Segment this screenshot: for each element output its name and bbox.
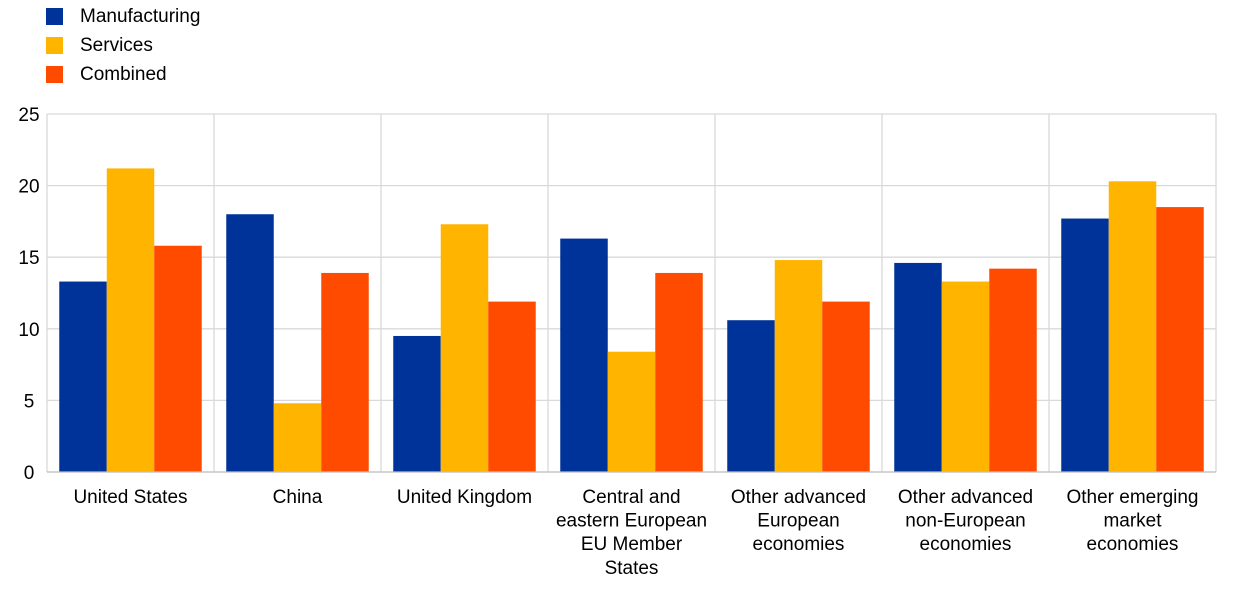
bar-services-5	[941, 281, 990, 472]
legend-label-services: Services	[80, 34, 153, 56]
y-tick-label: 10	[18, 320, 39, 341]
x-category-label-line: European	[757, 511, 839, 532]
legend-label-combined: Combined	[80, 63, 167, 85]
bar-combined-6	[1156, 207, 1204, 472]
bar-manufacturing-5	[894, 262, 942, 472]
legend: Manufacturing Services Combined	[46, 2, 200, 89]
x-category-label-line: United Kingdom	[397, 487, 532, 508]
x-category-label-line: economies	[920, 534, 1012, 555]
x-category-label-line: non-European	[905, 511, 1025, 532]
bar-manufacturing-2	[393, 335, 441, 472]
y-tick-label: 15	[18, 248, 39, 269]
x-category-label-line: Other emerging	[1066, 487, 1198, 508]
x-category-label: Central and eastern European EU Member Stat…	[556, 487, 707, 579]
x-category-label-line: Other advanced	[898, 487, 1033, 508]
bar-combined-1	[321, 272, 369, 472]
x-category-label: United Kingdom	[397, 487, 532, 508]
y-tick-label: 25	[18, 105, 39, 126]
bar-services-3	[607, 351, 656, 472]
x-category-label-line: States	[605, 558, 659, 579]
legend-swatch-services	[46, 37, 63, 54]
x-category-label-line: EU Member	[581, 534, 683, 555]
x-category-label-line: economies	[1087, 534, 1179, 555]
x-category-label: United States	[73, 487, 187, 508]
legend-label-manufacturing: Manufacturing	[80, 5, 201, 27]
bar-combined-3	[655, 272, 703, 472]
legend-item-manufacturing: Manufacturing	[46, 2, 200, 31]
x-category-label: Other advanced non-European economies	[898, 487, 1033, 555]
bar-manufacturing-0	[59, 281, 107, 472]
x-category-label-line: eastern European	[556, 511, 707, 532]
bar-services-6	[1108, 181, 1157, 472]
legend-item-combined: Combined	[46, 60, 200, 89]
bar-combined-4	[822, 301, 870, 472]
x-category-label: Other emerging market economies	[1066, 487, 1198, 555]
x-category-label: Other advanced European economies	[731, 487, 866, 555]
bar-combined-0	[154, 245, 202, 472]
x-category-label-line: Central and	[582, 487, 680, 508]
legend-swatch-manufacturing	[46, 8, 63, 25]
legend-swatch-combined	[46, 66, 63, 83]
bar-services-4	[774, 260, 823, 472]
y-tick-label: 20	[18, 177, 39, 198]
bar-services-0	[106, 168, 155, 472]
bar-manufacturing-6	[1061, 218, 1109, 472]
y-tick-label: 5	[24, 391, 35, 412]
bar-manufacturing-1	[226, 214, 274, 473]
x-category-label-line: China	[273, 487, 323, 508]
x-category-label-line: market	[1103, 511, 1162, 532]
bar-services-2	[440, 224, 489, 472]
x-category-label: China	[273, 487, 323, 508]
bar-manufacturing-3	[560, 238, 608, 472]
x-category-label-line: United States	[73, 487, 187, 508]
bar-combined-2	[488, 301, 536, 472]
bar-combined-5	[989, 268, 1037, 472]
x-category-label-line: Other advanced	[731, 487, 866, 508]
bar-manufacturing-4	[727, 320, 775, 472]
y-tick-label: 0	[24, 463, 35, 484]
x-category-label-line: economies	[753, 534, 845, 555]
legend-item-services: Services	[46, 31, 200, 60]
bar-services-1	[273, 403, 322, 472]
